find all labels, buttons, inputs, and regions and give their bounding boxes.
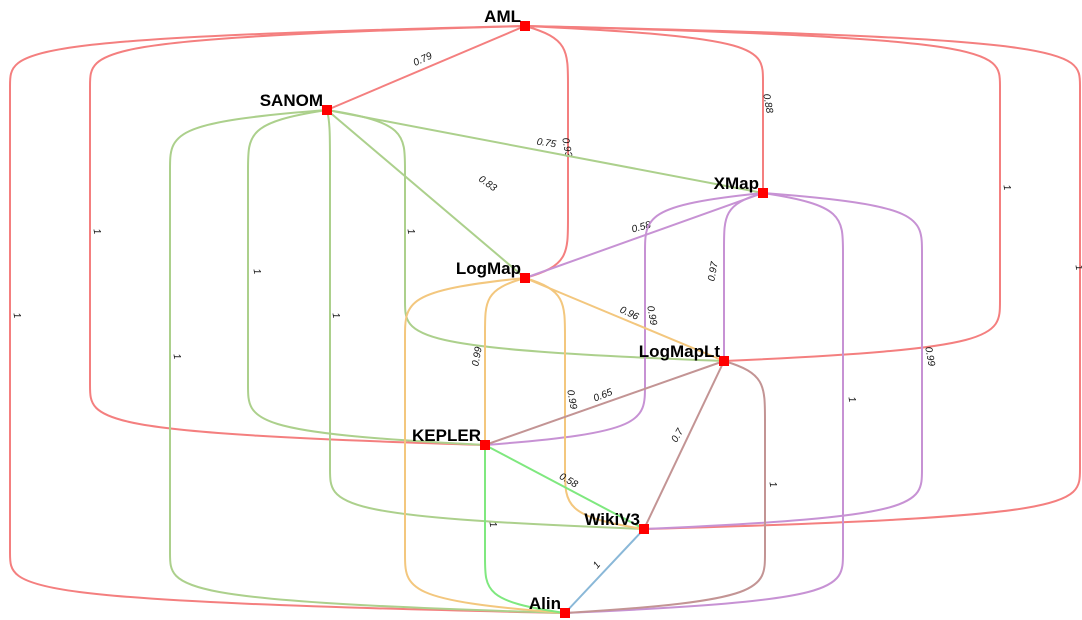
edge-label: 0.97: [706, 261, 720, 283]
edge: [326, 25, 526, 111]
node-label: SANOM: [260, 91, 323, 110]
edge: [524, 25, 1081, 530]
node-label: XMap: [714, 174, 759, 193]
node-label: LogMapLt: [639, 342, 721, 361]
edge: [524, 192, 764, 279]
edge-label: 0.99: [922, 346, 936, 368]
edge: [404, 277, 566, 614]
edge: [326, 109, 725, 362]
node-label: LogMap: [456, 259, 521, 278]
edge: [169, 109, 566, 614]
edge-label: 1: [91, 228, 103, 235]
edge-label: 0.7: [670, 427, 687, 445]
edge-label: 1: [405, 228, 417, 235]
node: [560, 608, 570, 618]
edge: [326, 109, 764, 194]
edge-label: 0.75: [536, 137, 557, 151]
edge: [484, 445, 566, 614]
edge: [643, 192, 923, 530]
node-label: WikiV3: [584, 510, 640, 529]
edge-label: 0.93: [559, 137, 573, 159]
edge: [524, 25, 764, 193]
edge: [326, 109, 526, 279]
node: [322, 105, 332, 115]
edge: [524, 277, 725, 362]
edge-label: 0.65: [592, 387, 615, 405]
node: [520, 21, 530, 31]
node: [520, 273, 530, 283]
edge-label: 0.99: [644, 305, 658, 327]
edge-label: 1: [591, 560, 603, 571]
node-label: KEPLER: [412, 426, 481, 445]
edge: [564, 528, 645, 614]
edge: [524, 25, 569, 279]
nodes: AML SANOM XMap LogMap LogMapLt KEPLER WikiV3 Al…: [260, 7, 768, 618]
node: [719, 356, 729, 366]
edge: [89, 25, 526, 446]
node: [480, 440, 490, 450]
edge: [9, 25, 566, 614]
edge-label: 0.96: [618, 305, 641, 323]
edge-label: 1: [11, 312, 23, 319]
edge-label: 0.58: [557, 471, 580, 490]
edge-label: 0.99: [470, 346, 484, 368]
edge-label: 1: [1073, 264, 1082, 271]
edge-label: 0.88: [760, 93, 774, 115]
edge: [484, 360, 725, 446]
edge-label: 1: [767, 481, 779, 488]
edge-label: 1: [487, 521, 499, 528]
edges: 0.790.930.8811110.750.8311110.580.970.99…: [9, 25, 1082, 614]
node-label: AML: [484, 7, 521, 26]
edge: [247, 109, 486, 446]
edge: [564, 192, 844, 614]
node: [758, 188, 768, 198]
edge-label: 1: [330, 312, 342, 319]
edge-label: 1: [171, 353, 183, 360]
edge: [564, 360, 766, 614]
edge: [524, 277, 645, 530]
edge: [643, 360, 725, 530]
edge-label: 0.99: [564, 389, 578, 411]
edge: [484, 444, 645, 530]
node-label: Alin: [529, 594, 561, 613]
edge: [722, 192, 764, 361]
edge-label: 0.83: [476, 174, 499, 194]
edge-label: 1: [846, 396, 858, 403]
edge-label: 1: [251, 268, 263, 275]
edge-label: 1: [1001, 184, 1013, 191]
edge: [484, 192, 764, 446]
edge: [524, 25, 1001, 362]
edge: [484, 277, 526, 445]
edge: [326, 109, 645, 530]
node: [639, 524, 649, 534]
